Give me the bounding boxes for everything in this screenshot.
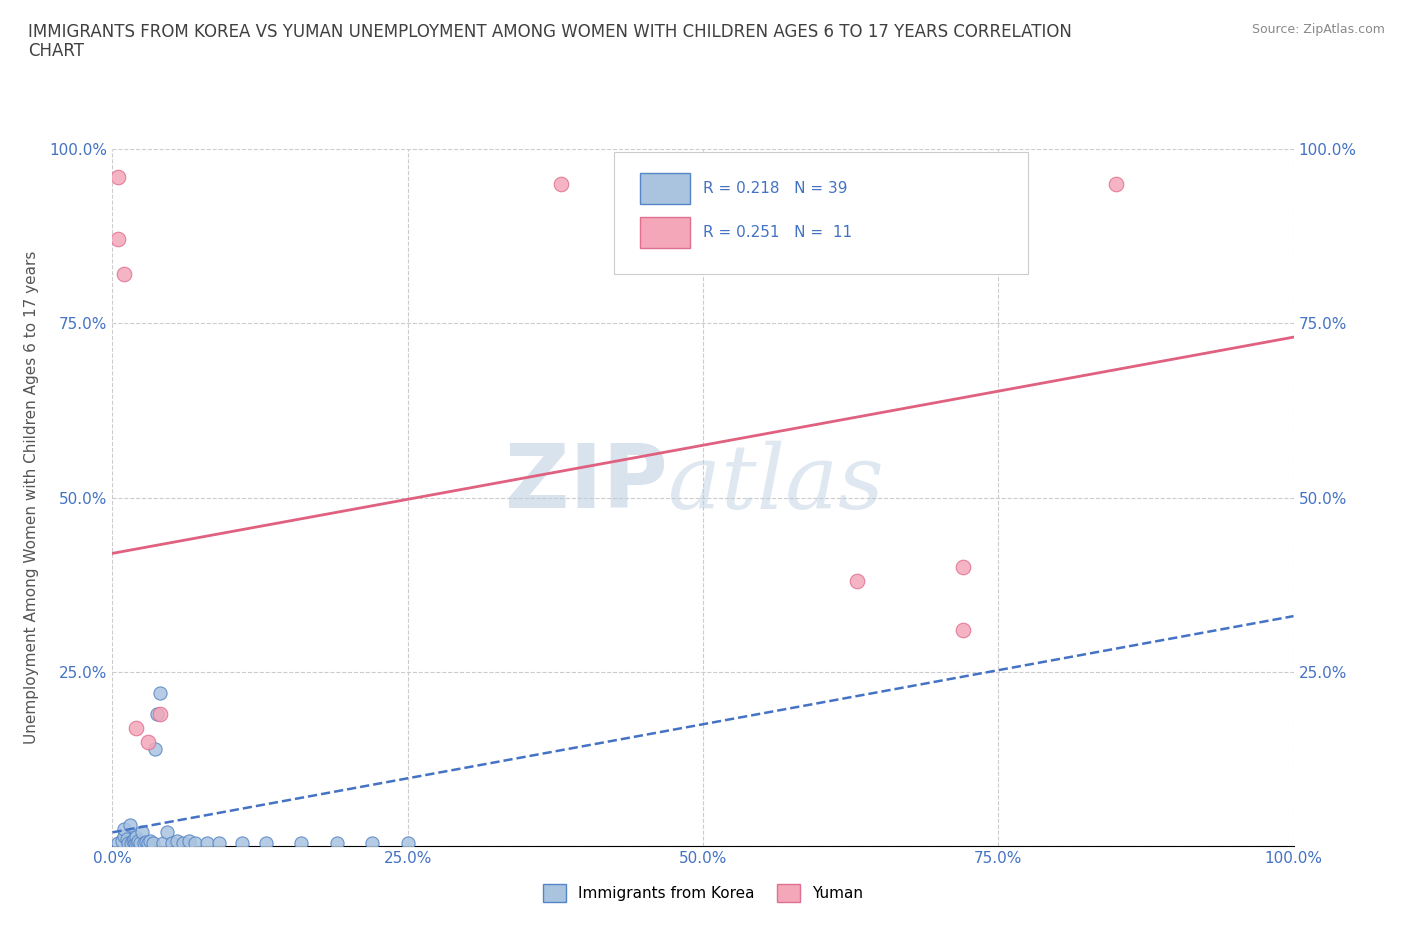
Point — [152, 835, 174, 850]
Point — [1105, 177, 1128, 192]
Point — [107, 169, 129, 184]
Point — [107, 835, 129, 850]
Point — [134, 835, 156, 850]
Text: R = 0.251   N =  11: R = 0.251 N = 11 — [703, 225, 852, 240]
Point — [184, 835, 207, 850]
Point — [111, 833, 134, 848]
Point — [139, 834, 162, 849]
Point — [952, 623, 974, 638]
Point — [146, 707, 169, 722]
Point — [127, 835, 149, 850]
Point — [166, 833, 188, 848]
Point — [112, 267, 135, 282]
Point — [172, 835, 194, 850]
Legend: Immigrants from Korea, Yuman: Immigrants from Korea, Yuman — [537, 878, 869, 909]
Point — [122, 832, 145, 847]
Point — [952, 560, 974, 575]
Point — [127, 833, 149, 848]
Point — [208, 835, 231, 850]
Point — [361, 835, 384, 850]
Point — [156, 825, 179, 840]
Point — [396, 835, 419, 850]
Point — [845, 574, 868, 589]
Point — [117, 835, 139, 850]
Point — [149, 685, 172, 700]
Point — [142, 835, 165, 850]
Point — [112, 821, 135, 836]
Point — [254, 835, 277, 850]
Point — [125, 721, 148, 736]
Point — [125, 830, 148, 844]
Point — [149, 707, 172, 722]
Text: ZIP: ZIP — [505, 440, 668, 527]
Point — [112, 829, 135, 844]
Point — [195, 835, 218, 850]
Point — [107, 232, 129, 247]
Point — [136, 735, 159, 750]
Point — [115, 832, 138, 847]
Point — [550, 177, 572, 192]
Point — [128, 835, 150, 850]
Point — [124, 835, 146, 850]
Point — [290, 835, 312, 850]
Point — [143, 741, 166, 756]
Point — [231, 835, 253, 850]
Text: R = 0.218   N = 39: R = 0.218 N = 39 — [703, 181, 848, 196]
Point — [131, 825, 153, 840]
FancyBboxPatch shape — [614, 153, 1028, 274]
Point — [179, 834, 201, 849]
Text: CHART: CHART — [28, 42, 84, 60]
Point — [121, 834, 143, 849]
FancyBboxPatch shape — [640, 218, 690, 248]
Point — [160, 835, 183, 850]
Point — [326, 835, 349, 850]
Text: IMMIGRANTS FROM KOREA VS YUMAN UNEMPLOYMENT AMONG WOMEN WITH CHILDREN AGES 6 TO : IMMIGRANTS FROM KOREA VS YUMAN UNEMPLOYM… — [28, 23, 1071, 41]
Point — [135, 835, 157, 850]
Y-axis label: Unemployment Among Women with Children Ages 6 to 17 years: Unemployment Among Women with Children A… — [24, 251, 38, 744]
Point — [120, 835, 142, 850]
Point — [120, 818, 142, 833]
Point — [136, 835, 159, 850]
Text: Source: ZipAtlas.com: Source: ZipAtlas.com — [1251, 23, 1385, 36]
FancyBboxPatch shape — [640, 173, 690, 204]
Text: atlas: atlas — [668, 440, 883, 527]
